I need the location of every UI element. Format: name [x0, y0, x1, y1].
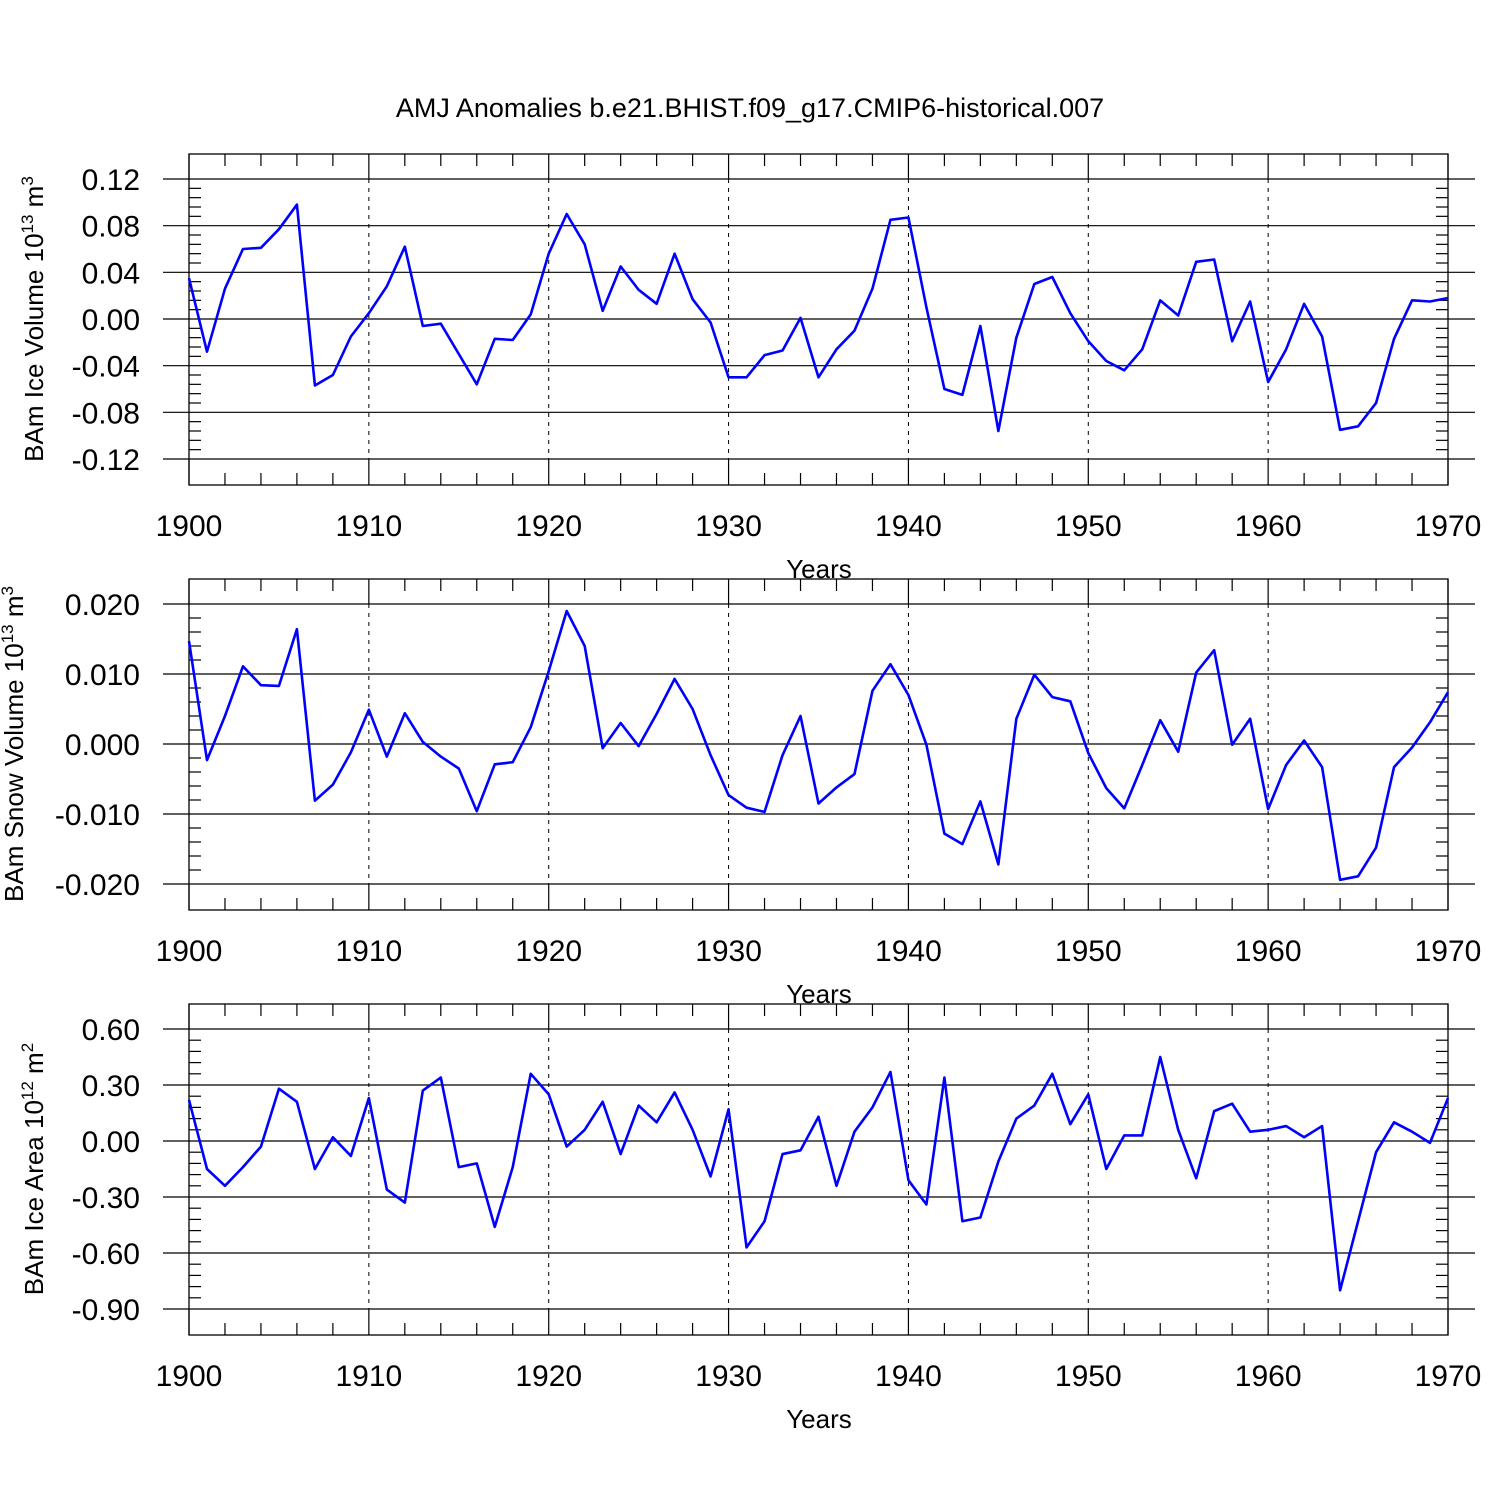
x-tick-label: 1930: [695, 1360, 762, 1393]
panel-1: 1900 1910 1920 1930 1940 1950 1960 1970 -0.12 -0.…: [18, 153, 1482, 584]
y-tick-label: 0.00: [82, 1126, 140, 1159]
y-tick-label: 0.000: [65, 729, 140, 762]
x-tick-label: 1970: [1415, 935, 1482, 968]
y-tick-label: 0.020: [65, 589, 140, 622]
x-tick-label: 1970: [1415, 510, 1482, 543]
series-line: [187, 203, 1449, 433]
y-axis-title: BAm Snow Volume 1013 m3: [0, 586, 29, 902]
y-tick-label: -0.60: [72, 1238, 140, 1271]
y-tick-label: -0.020: [55, 869, 140, 902]
x-tick-label: 1900: [156, 935, 223, 968]
x-tick-label: 1920: [515, 1360, 582, 1393]
y-tick-label: 0.010: [65, 659, 140, 692]
x-tick-label: 1930: [695, 510, 762, 543]
panel-2: 1900 1910 1920 1930 1940 1950 1960 1970 -0.020 -0…: [0, 578, 1482, 1009]
x-tick-label: 1950: [1055, 1360, 1122, 1393]
series-line: [187, 1055, 1450, 1292]
y-tick-label: 0.60: [82, 1014, 140, 1047]
x-tick-label: 1940: [875, 935, 942, 968]
x-tick-label: 1950: [1055, 510, 1122, 543]
y-tick-label: 0.04: [82, 257, 140, 290]
x-tick-label: 1960: [1235, 1360, 1302, 1393]
chart-title: AMJ Anomalies b.e21.BHIST.f09_g17.CMIP6-…: [396, 93, 1104, 123]
x-tick-label: 1930: [695, 935, 762, 968]
y-tick-label: -0.30: [72, 1182, 140, 1215]
y-tick-label: 0.12: [82, 164, 140, 197]
y-tick-label: 0.30: [82, 1070, 140, 1103]
x-tick-label: 1920: [515, 935, 582, 968]
x-axis-title: Years: [786, 1404, 852, 1434]
y-tick-label: 0.08: [82, 211, 140, 244]
y-axis-title: BAm Ice Volume 1013 m3: [18, 176, 49, 462]
plot-frame: [188, 1003, 1449, 1336]
x-tick-label: 1940: [875, 1360, 942, 1393]
x-tick-label: 1910: [335, 935, 402, 968]
x-tick-label: 1910: [335, 1360, 402, 1393]
y-tick-label: -0.08: [72, 397, 140, 430]
x-tick-label: 1900: [156, 510, 223, 543]
panel-3: 1900 1910 1920 1930 1940 1950 1960 1970 -0.90 -0.…: [18, 1003, 1482, 1434]
panels-group: 1900 1910 1920 1930 1940 1950 1960 1970 -0.12 -0.…: [0, 153, 1482, 1434]
series-line: [187, 609, 1450, 882]
x-tick-label: 1960: [1235, 510, 1302, 543]
x-tick-label: 1970: [1415, 1360, 1482, 1393]
y-tick-label: -0.90: [72, 1294, 140, 1327]
y-tick-label: -0.04: [72, 351, 140, 384]
y-tick-label: 0.00: [82, 304, 140, 337]
x-tick-label: 1940: [875, 510, 942, 543]
x-tick-label: 1910: [335, 510, 402, 543]
y-axis-title: BAm Ice Area 1012 m2: [18, 1043, 49, 1295]
y-tick-label: -0.010: [55, 799, 140, 832]
x-tick-label: 1950: [1055, 935, 1122, 968]
x-tick-label: 1900: [156, 1360, 223, 1393]
y-tick-label: -0.12: [72, 444, 140, 477]
x-tick-label: 1920: [515, 510, 582, 543]
x-tick-label: 1960: [1235, 935, 1302, 968]
